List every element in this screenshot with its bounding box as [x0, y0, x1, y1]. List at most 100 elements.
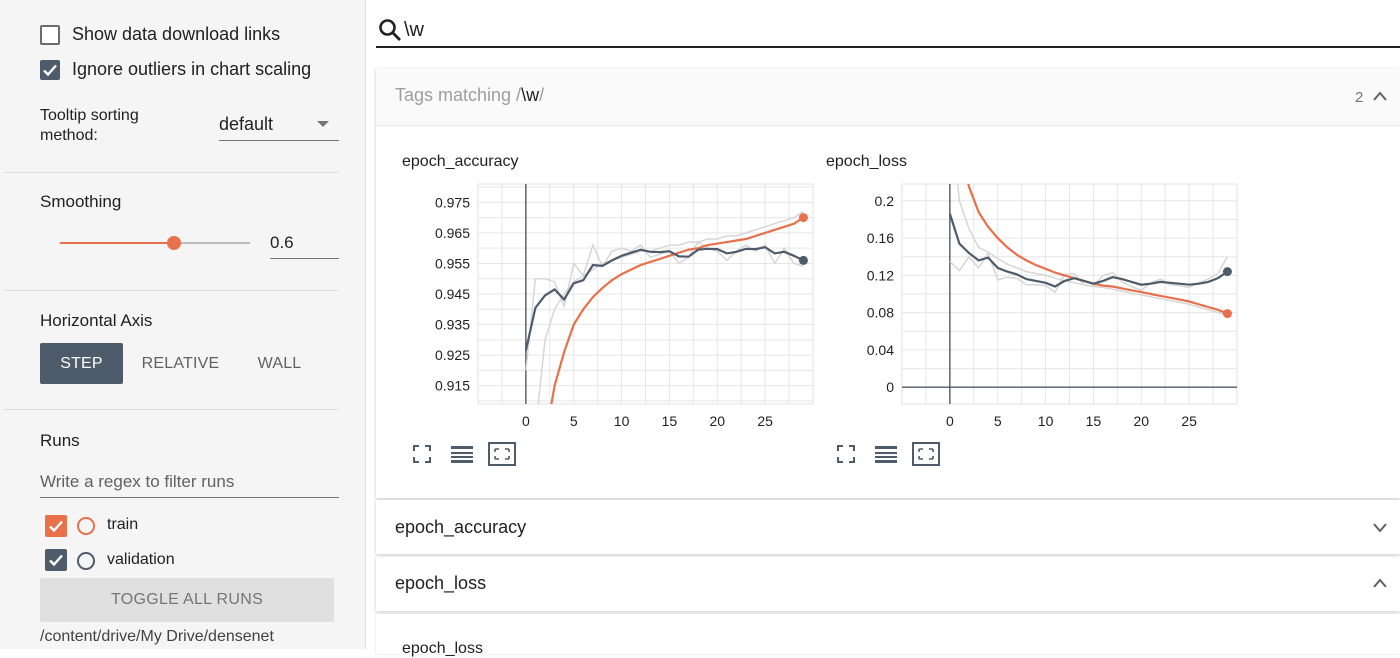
series-end-point-train [1222, 309, 1232, 319]
smoothing-slider-fill [60, 242, 174, 244]
run-train-checkbox[interactable] [45, 515, 67, 537]
chevron-up-icon[interactable] [1372, 577, 1388, 589]
runs-filter-underline [40, 497, 339, 498]
smoothing-value-input[interactable]: 0.6 [270, 230, 339, 260]
run-validation-checkbox[interactable] [45, 549, 67, 571]
show-download-links-checkbox[interactable] [40, 25, 60, 45]
fullscreen-icon[interactable] [412, 444, 432, 464]
tags-matching-count: 2 [1355, 89, 1364, 106]
check-icon [49, 520, 63, 533]
series-end-point-validation [1222, 267, 1232, 277]
check-icon [43, 64, 57, 77]
chart-epoch-loss[interactable]: 0 5 10 15 20 25 0 0.04 0.08 0.12 0.16 0.2 [822, 182, 1242, 437]
y-tick-label: 0.16 [867, 230, 894, 246]
x-tick-label: 15 [662, 413, 678, 429]
x-tick-label: 20 [709, 413, 725, 429]
search-icon [379, 19, 401, 41]
y-tick-label: 0.2 [875, 193, 895, 209]
chevron-down-icon[interactable] [1372, 521, 1388, 533]
smoothing-value-underline [270, 258, 339, 259]
x-tick-label: 10 [1038, 413, 1054, 429]
group-title-epoch-accuracy: epoch_accuracy [395, 517, 527, 537]
chevron-up-icon[interactable] [1372, 90, 1388, 102]
axis-step-button[interactable]: STEP [40, 343, 123, 384]
sidebar: Show data download links Ignore outliers… [0, 0, 366, 649]
chart-title-epoch-loss-expanded: epoch_loss [402, 640, 483, 657]
group-content-epoch-loss: epoch_loss [376, 614, 1400, 657]
search-underline [376, 46, 1400, 48]
y-tick-label: 0.915 [435, 378, 470, 394]
toggle-all-runs-button[interactable]: TOGGLE ALL RUNS [40, 578, 334, 622]
group-card-epoch-accuracy[interactable]: epoch_accuracy [376, 500, 1400, 554]
y-tick-label: 0.965 [435, 225, 470, 241]
fullscreen-icon[interactable] [836, 444, 856, 464]
section-divider [4, 290, 339, 291]
run-validation-color-icon [77, 552, 95, 570]
gridlines-epoch-loss [901, 184, 1238, 404]
plot-area-epoch-loss [948, 184, 1229, 317]
runs-label: Runs [40, 431, 80, 450]
check-icon [49, 554, 63, 567]
series-raw-train [956, 184, 1228, 317]
tooltip-sorting-select[interactable]: default [219, 110, 339, 142]
x-tick-label: 5 [994, 413, 1002, 429]
y-tick-label: 0.925 [435, 347, 470, 363]
series-raw-validation [949, 251, 1229, 294]
show-download-links-label: Show data download links [72, 24, 281, 44]
dropdown-arrow-icon [317, 121, 329, 127]
x-tick-label: 5 [570, 413, 578, 429]
y-tick-label: 0.955 [435, 255, 470, 271]
tags-matching-prefix: Tags matching / [395, 85, 522, 105]
plot-frame [901, 183, 1238, 405]
y-tick-label: 0.04 [867, 342, 894, 358]
fit-domain-icon[interactable] [488, 442, 516, 466]
series-end-point-validation [798, 255, 808, 265]
x-tick-label: 15 [1086, 413, 1102, 429]
axis-relative-button[interactable]: RELATIVE [141, 355, 220, 372]
ignore-outliers-label: Ignore outliers in chart scaling [72, 59, 312, 79]
series-line-validation [524, 246, 804, 351]
y-tick-label: 0.08 [867, 305, 894, 321]
x-tick-label: 10 [614, 413, 630, 429]
tags-matching-card: Tags matching /\w/ 2 epoch_accuracy epoc… [376, 68, 1400, 498]
y-tick-label: 0.12 [867, 267, 894, 283]
fit-domain-icon[interactable] [912, 442, 940, 466]
section-divider [4, 172, 339, 173]
x-tick-label: 25 [757, 413, 773, 429]
gridlines-epoch-accuracy [477, 184, 814, 404]
chart-title-epoch-accuracy: epoch_accuracy [402, 153, 519, 170]
toggle-log-scale-icon[interactable] [450, 444, 474, 464]
horizontal-axis-label: Horizontal Axis [40, 311, 153, 330]
log-directory: /content/drive/My Drive/densenet [40, 628, 274, 645]
group-card-epoch-loss[interactable]: epoch_loss [376, 557, 1400, 611]
tags-matching-suffix: / [539, 85, 545, 105]
smoothing-slider-knob[interactable] [167, 236, 181, 250]
smoothing-slider[interactable] [60, 233, 250, 253]
x-tick-label: 0 [946, 413, 954, 429]
plot-frame [477, 183, 814, 405]
chart-epoch-accuracy[interactable]: 0 5 10 15 20 25 0.915 0.925 0.935 0.945 0.955 0.965… [398, 182, 818, 437]
tag-filter-input[interactable] [404, 17, 1304, 43]
x-tick-label: 20 [1133, 413, 1149, 429]
group-title-epoch-loss: epoch_loss [395, 573, 487, 593]
tooltip-sorting-label: Tooltip sorting method: [40, 107, 139, 144]
smoothing-value: 0.6 [270, 233, 294, 252]
section-divider [4, 409, 339, 410]
plot-area-epoch-accuracy [524, 210, 804, 404]
chart-title-epoch-loss: epoch_loss [826, 153, 907, 170]
ignore-outliers-checkbox[interactable] [40, 60, 60, 80]
series-end-point-train [798, 213, 808, 223]
axis-wall-button[interactable]: WALL [257, 355, 302, 372]
toggle-log-scale-icon[interactable] [874, 444, 898, 464]
series-raw-validation [525, 241, 804, 371]
series-raw-train [537, 210, 804, 404]
tags-matching-header[interactable]: Tags matching /\w/ 2 [376, 68, 1400, 126]
tags-matching-pattern: \w [521, 85, 540, 105]
tooltip-select-underline [219, 140, 339, 141]
runs-filter-input[interactable]: Write a regex to filter runs [40, 468, 339, 498]
run-validation-label: validation [107, 551, 175, 568]
series-line-validation [948, 213, 1229, 288]
runs-filter-placeholder: Write a regex to filter runs [40, 472, 235, 491]
x-tick-label: 0 [522, 413, 530, 429]
smoothing-label: Smoothing [40, 192, 122, 211]
